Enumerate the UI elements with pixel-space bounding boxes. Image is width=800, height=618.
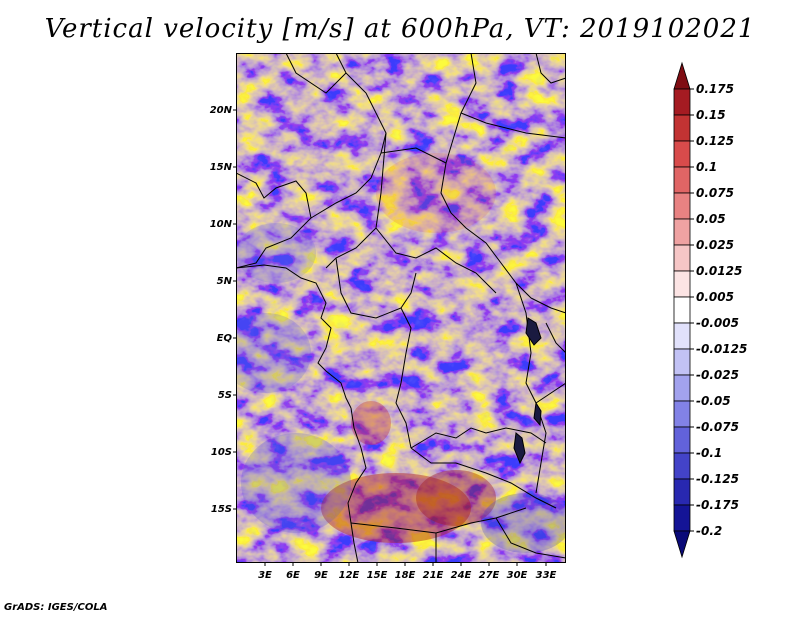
colorbar-label: 0.005 [696, 290, 734, 304]
colorbar: 0.175 0.15 0.125 0.1 0.075 0.05 0.025 0.0125 0.0… [673, 61, 747, 559]
colorbar-segment [673, 296, 691, 324]
lat-label: 20N [210, 105, 233, 116]
coastlines-borders [236, 53, 566, 563]
chart-title: Vertical velocity [m/s] at 600hPa, VT: 2… [44, 14, 756, 44]
colorbar-label: -0.125 [696, 472, 739, 486]
colorbar-label: -0.025 [696, 368, 739, 382]
colorbar-label: 0.075 [696, 186, 734, 200]
colorbar-segment [673, 61, 691, 90]
colorbar-segment [673, 88, 691, 116]
lon-label: 30E [507, 570, 528, 581]
lon-label: 9E [314, 570, 328, 581]
lon-label: 3E [258, 570, 272, 581]
lat-label: 10S [211, 447, 232, 458]
colorbar-segment [673, 192, 691, 220]
lat-label: 5S [218, 390, 232, 401]
lat-label: EQ [217, 333, 233, 344]
lat-label: 15N [210, 162, 233, 173]
colorbar-label: -0.0125 [696, 342, 747, 356]
colorbar-labels: 0.175 0.15 0.125 0.1 0.075 0.05 0.025 0.0125 0.0… [696, 82, 747, 538]
lakes [513, 317, 542, 465]
colorbar-label: 0.175 [696, 82, 734, 96]
footer-credit: GrADS: IGES/COLA [4, 602, 108, 613]
colorbar-label: 0.025 [696, 238, 734, 252]
lon-label: 27E [479, 570, 500, 581]
colorbar-label: -0.075 [696, 420, 739, 434]
colorbar-label: -0.2 [696, 524, 722, 538]
colorbar-segment [673, 166, 691, 194]
colorbar-segment [673, 400, 691, 428]
colorbar-label: -0.005 [696, 316, 739, 330]
lon-label: 21E [423, 570, 444, 581]
lat-label: 15S [211, 504, 232, 515]
colorbar-label: 0.1 [696, 160, 717, 174]
lat-label: 10N [210, 219, 233, 230]
colorbar-label: -0.175 [696, 498, 739, 512]
colorbar-label: 0.05 [696, 212, 726, 226]
colorbar-segment [673, 270, 691, 298]
lon-label: 15E [367, 570, 388, 581]
lat-label: 5N [217, 276, 233, 287]
velocity-map [236, 53, 566, 563]
colorbar-segment [673, 426, 691, 454]
colorbar-segment [673, 504, 691, 532]
lon-label: 24E [451, 570, 472, 581]
colorbar-label: 0.125 [696, 134, 734, 148]
colorbar-segments [673, 61, 694, 559]
colorbar-segment [673, 374, 691, 402]
colorbar-label: 0.15 [696, 108, 726, 122]
colorbar-segment [673, 530, 691, 559]
colorbar-label: 0.0125 [696, 264, 742, 278]
lon-label: 12E [339, 570, 360, 581]
colorbar-label: -0.1 [696, 446, 722, 460]
colorbar-segment [673, 452, 691, 480]
colorbar-segment [673, 322, 691, 350]
lon-label: 6E [286, 570, 300, 581]
lon-label: 18E [395, 570, 416, 581]
colorbar-segment [673, 478, 691, 506]
colorbar-label: -0.05 [696, 394, 731, 408]
lon-label: 33E [536, 570, 557, 581]
colorbar-segment [673, 140, 691, 168]
colorbar-segment [673, 244, 691, 272]
colorbar-segment [673, 348, 691, 376]
colorbar-segment [673, 114, 691, 142]
colorbar-segment [673, 218, 691, 246]
